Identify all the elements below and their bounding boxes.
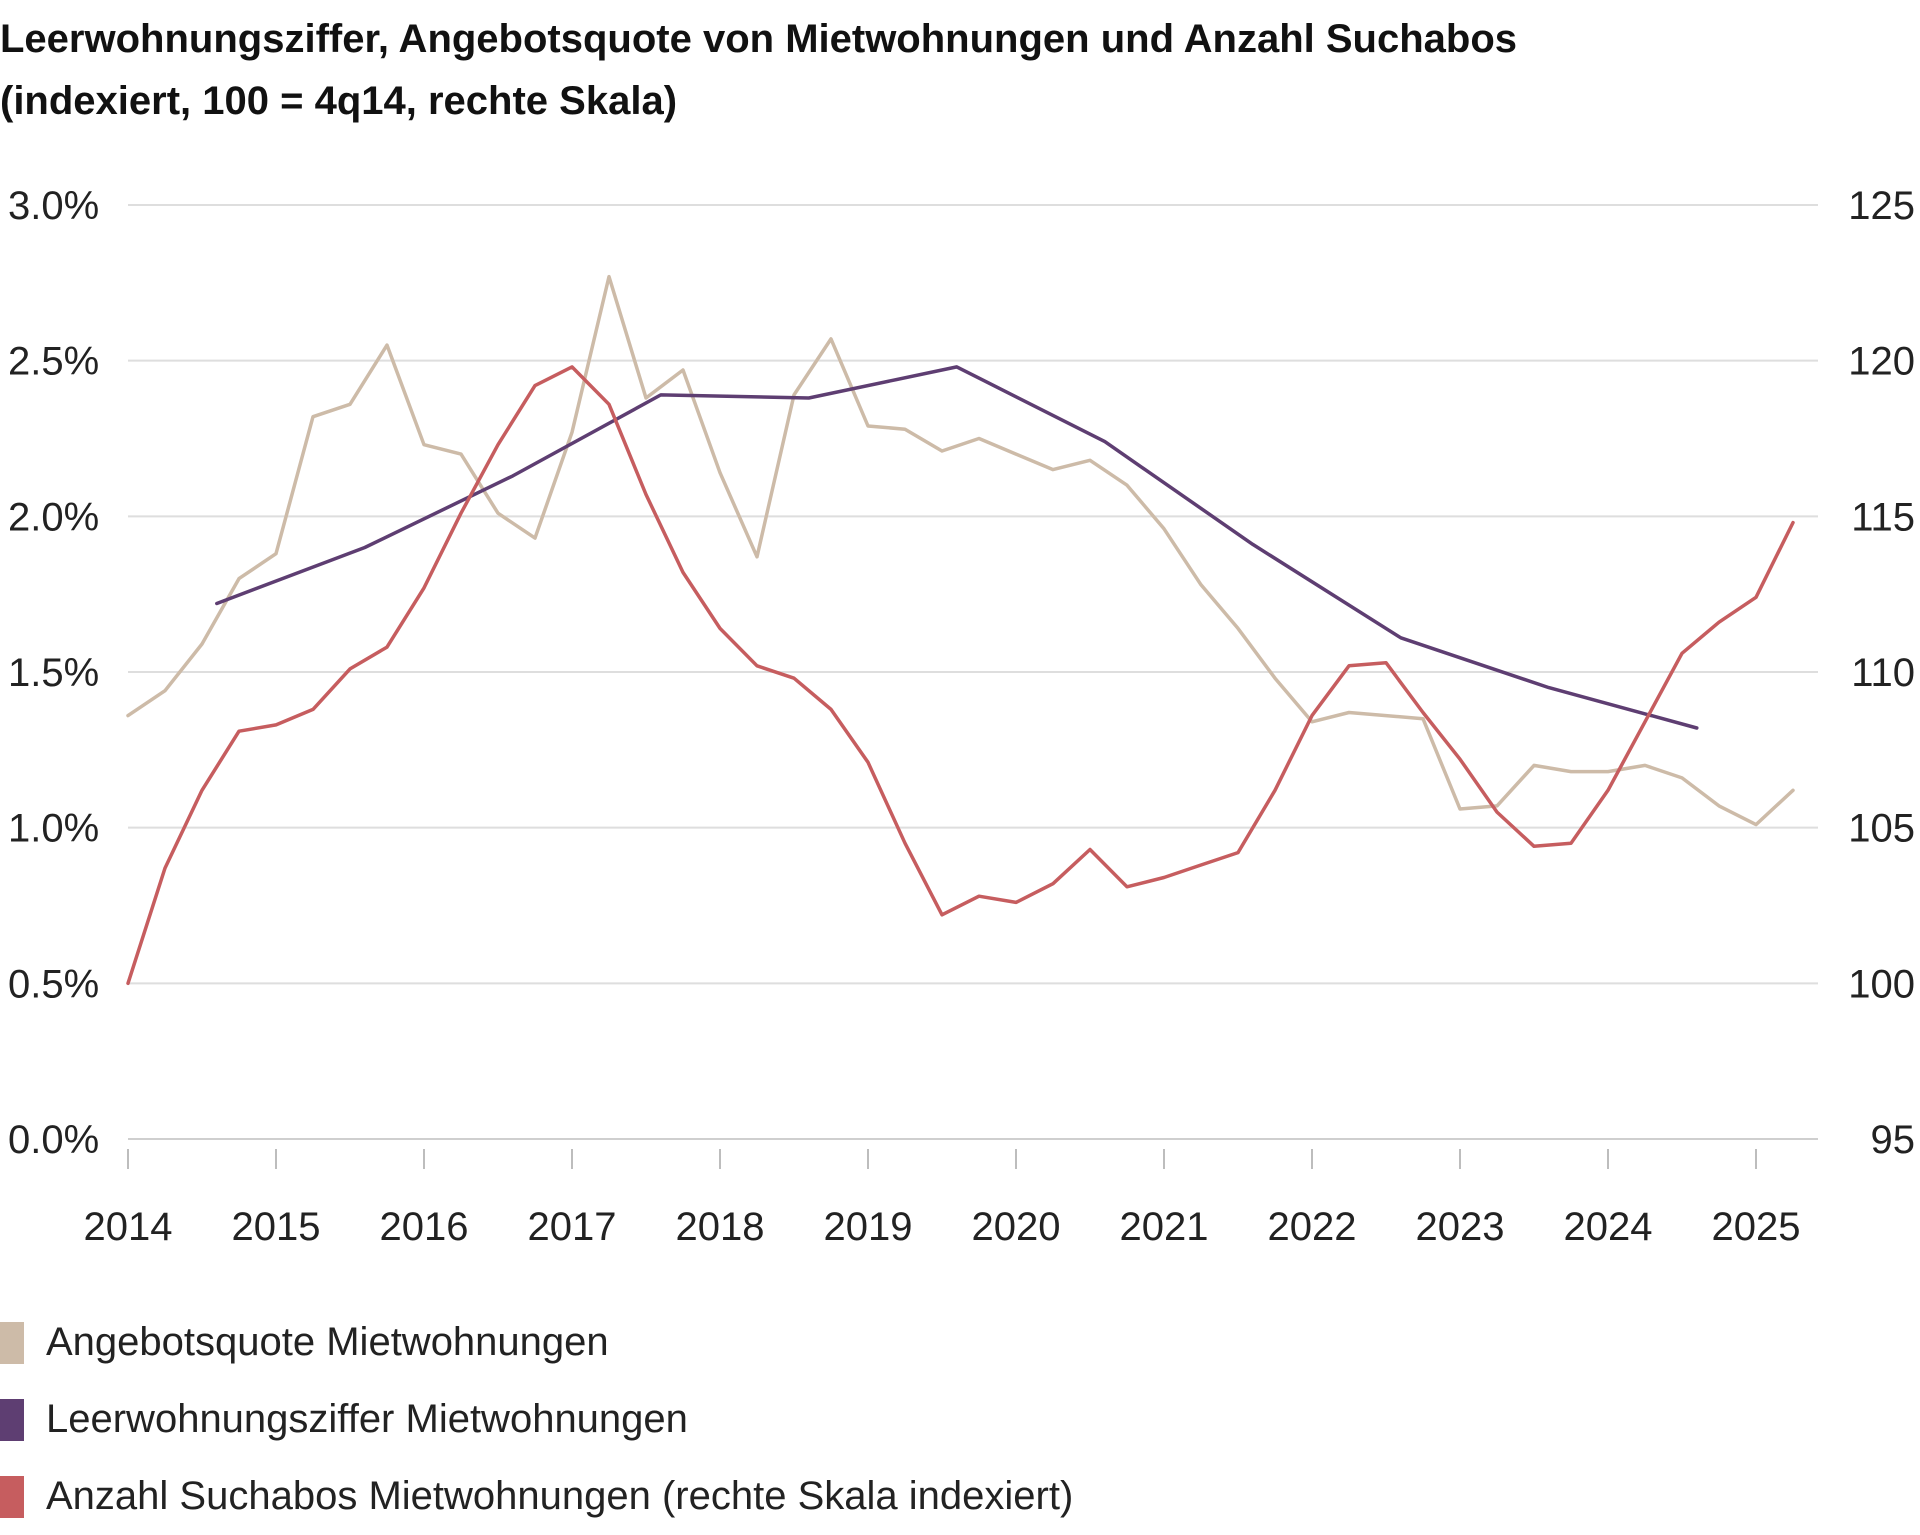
legend-swatch [0,1321,24,1364]
x-axis-tick-label: 2019 [824,1205,913,1249]
right-axis-tick-label: 100 [1848,962,1915,1006]
legend-label: Anzahl Suchabos Mietwohnungen (rechte Sk… [46,1474,1074,1518]
x-axis-tick-label: 2017 [528,1205,617,1249]
gridlines [128,204,1818,1140]
left-axis-tick-label: 0.5% [8,962,99,1006]
left-axis-tick-label: 2.5% [8,340,99,384]
series-lines [126,274,1795,986]
legend-item: Anzahl Suchabos Mietwohnungen (rechte Sk… [0,1458,1073,1535]
x-axis-tick-label: 2022 [1268,1205,1357,1249]
left-axis-tick-label: 1.0% [8,807,99,851]
right-axis-ticks: 95 100 105 110 115 120 125 [1848,184,1915,1162]
x-axis-tick-label: 2018 [676,1205,765,1249]
x-axis-tick-label: 2025 [1712,1205,1801,1249]
legend-item: Angebotsquote Mietwohnungen [0,1304,1073,1381]
legend-label: Leerwohnungsziffer Mietwohnungen [46,1397,688,1441]
x-axis-tick-label: 2021 [1120,1205,1209,1249]
right-axis-tick-label: 115 [1851,495,1915,539]
x-axis-tick-label: 2016 [380,1205,469,1249]
legend-label: Angebotsquote Mietwohnungen [46,1320,609,1364]
legend-item: Leerwohnungsziffer Mietwohnungen [0,1381,1073,1458]
right-axis-tick-label: 120 [1848,340,1915,384]
left-axis-tick-label: 0.0% [8,1118,99,1162]
chart-title: Leerwohnungsziffer, Angebotsquote von Mi… [0,8,1900,132]
right-axis-tick-label: 110 [1851,651,1915,695]
right-axis-tick-label: 105 [1848,807,1915,851]
x-axis: 2014 2015 2016 2017 2018 2019 2020 2021 2022 2023… [84,1138,1818,1249]
series-line-3 [126,365,1795,986]
line-chart: 0.0% 0.5% 1.0% 1.5% 2.0% 2.5% 3.0% 95 100 105 110… [8,184,1915,1249]
chart-title-line-1: Leerwohnungsziffer, Angebotsquote von Mi… [0,17,1518,61]
x-axis-tick-label: 2023 [1416,1205,1505,1249]
series-line-2 [215,365,1699,730]
legend: Angebotsquote Mietwohnungen Leerwohnungsz… [0,1304,1073,1535]
x-axis-tick-label: 2020 [972,1205,1061,1249]
right-axis-tick-label: 125 [1848,184,1915,228]
x-axis-tick-label: 2014 [84,1205,173,1249]
legend-swatch [0,1398,24,1441]
x-axis-tick-label: 2015 [232,1205,321,1249]
left-axis-tick-label: 3.0% [8,184,99,228]
x-axis-tick-label: 2024 [1564,1205,1653,1249]
left-axis-tick-label: 2.0% [8,495,99,539]
series-line-1 [126,274,1795,827]
right-axis-tick-label: 95 [1871,1118,1916,1162]
chart-title-line-2: (indexiert, 100 = 4q14, rechte Skala) [0,79,678,123]
left-axis-tick-label: 1.5% [8,651,99,695]
left-axis-ticks: 0.0% 0.5% 1.0% 1.5% 2.0% 2.5% 3.0% [8,184,99,1162]
legend-swatch [0,1475,24,1518]
